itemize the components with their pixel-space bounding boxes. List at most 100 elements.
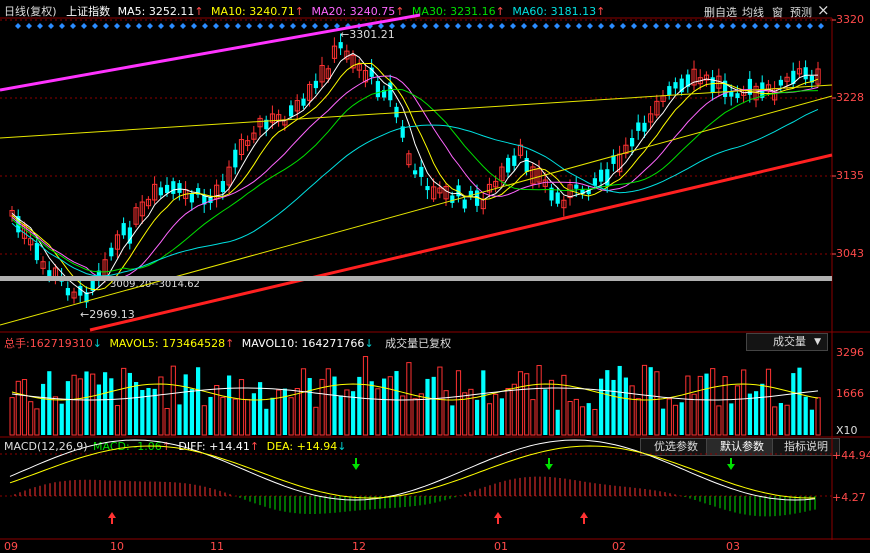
signal-marker <box>774 23 780 29</box>
candle-body <box>96 270 101 279</box>
volume-bar <box>586 403 591 435</box>
signal-marker <box>59 23 65 29</box>
volume-bar <box>114 405 121 436</box>
candle-body <box>165 184 170 194</box>
ma60-line <box>11 108 819 277</box>
high-annotation-value: 3301.21 <box>349 28 395 41</box>
volume-bar <box>313 406 319 436</box>
buy-signal-arrow <box>108 512 116 524</box>
dea-arrow: ↓ <box>337 440 347 453</box>
signal-marker <box>323 23 329 29</box>
remove-watchlist-button[interactable]: 删自选 <box>704 6 737 19</box>
signal-marker <box>818 23 824 29</box>
candle-body <box>809 75 814 83</box>
candle-body <box>301 98 306 106</box>
default-params-button[interactable]: 默认参数 <box>706 438 778 456</box>
volume-bar <box>251 393 256 435</box>
signal-marker <box>136 23 142 29</box>
forecast-button[interactable]: 预测 <box>790 6 812 19</box>
volume-bar <box>499 398 504 435</box>
candle-body <box>257 117 263 128</box>
ma-settings-button[interactable]: 均线 <box>742 6 764 19</box>
volume-bar <box>28 401 34 436</box>
volume-bar <box>543 389 548 435</box>
signal-marker <box>92 23 98 29</box>
candle-body <box>133 207 139 225</box>
volume-bar <box>351 391 356 435</box>
volume-bar <box>387 376 393 436</box>
candle-body <box>586 189 591 195</box>
signal-marker <box>213 23 219 29</box>
candle-body <box>437 187 443 194</box>
signal-marker <box>576 23 582 29</box>
volume-bar <box>599 378 604 435</box>
time-axis-label-01: 01 <box>494 540 508 553</box>
indicator-help-button[interactable]: 指标说明 <box>772 438 840 456</box>
upper-trendline <box>0 13 421 92</box>
candle-body <box>362 70 369 83</box>
volume-unit-label: X10 <box>836 424 858 437</box>
volume-indicator-select[interactable]: 成交量 ▼ <box>746 333 828 351</box>
signal-marker <box>246 23 252 29</box>
ma30-arrow: ↑ <box>495 5 505 18</box>
close-icon[interactable]: × <box>817 1 830 19</box>
sell-signal-arrow <box>352 458 360 470</box>
diff-arrow: ↑ <box>249 440 260 453</box>
candle-body <box>189 193 194 203</box>
volume-bar <box>214 384 220 436</box>
volume-bar <box>505 387 511 436</box>
signal-marker <box>334 23 340 29</box>
signal-marker <box>301 23 307 29</box>
volume-bar <box>15 380 21 436</box>
volume-bar <box>778 403 783 435</box>
volume-bar <box>672 404 679 436</box>
high-annotation-leader: ← <box>340 28 350 41</box>
signal-marker <box>378 23 384 29</box>
diff-value: +14.41 <box>209 440 250 453</box>
signal-marker <box>763 23 769 29</box>
volume-bar <box>146 388 151 435</box>
ma10-line <box>11 62 819 291</box>
volume-bar <box>536 365 542 436</box>
candle-body <box>499 166 505 182</box>
volume-bar <box>121 367 127 436</box>
candle-body <box>294 100 300 112</box>
volume-bar <box>264 408 269 435</box>
candle-body <box>561 199 567 209</box>
optimal-params-button[interactable]: 优选参数 <box>640 438 712 456</box>
signal-marker <box>510 23 516 29</box>
signal-marker <box>81 23 87 29</box>
volume-bar <box>784 404 790 436</box>
signal-marker <box>400 23 406 29</box>
gap-annotation: 3009.20--3014.62 <box>110 279 200 290</box>
candle-body <box>486 183 493 193</box>
volume-bar <box>71 374 77 436</box>
candle-body <box>158 187 163 196</box>
candle-body <box>9 209 15 217</box>
time-axis-label-03: 03 <box>726 540 740 553</box>
signal-marker <box>389 23 395 29</box>
sell-signal-arrow <box>545 458 553 470</box>
signal-marker <box>279 23 285 29</box>
ma60-readout: MA60: 3181.13↑ <box>512 5 605 18</box>
signal-marker <box>708 23 714 29</box>
volume-bar <box>140 389 145 435</box>
signal-marker <box>686 23 692 29</box>
candle-body <box>506 157 511 173</box>
signal-marker <box>741 23 747 29</box>
ma5-readout: MA5: 3252.11↑ <box>118 5 207 18</box>
volume-bar <box>648 367 653 435</box>
signal-marker <box>257 23 263 29</box>
volume-bar <box>77 378 83 436</box>
window-button[interactable]: 窗 <box>772 6 783 19</box>
volume-bar <box>394 371 399 435</box>
index-name: 上证指数 <box>66 5 111 18</box>
candle-body <box>517 144 524 156</box>
volume-bar <box>611 379 616 435</box>
candle-body <box>226 166 232 186</box>
volume-bar <box>772 406 778 436</box>
volume-bar <box>109 378 114 435</box>
period-label[interactable]: 日线(复权) <box>4 5 57 18</box>
volume-bar <box>90 373 96 436</box>
